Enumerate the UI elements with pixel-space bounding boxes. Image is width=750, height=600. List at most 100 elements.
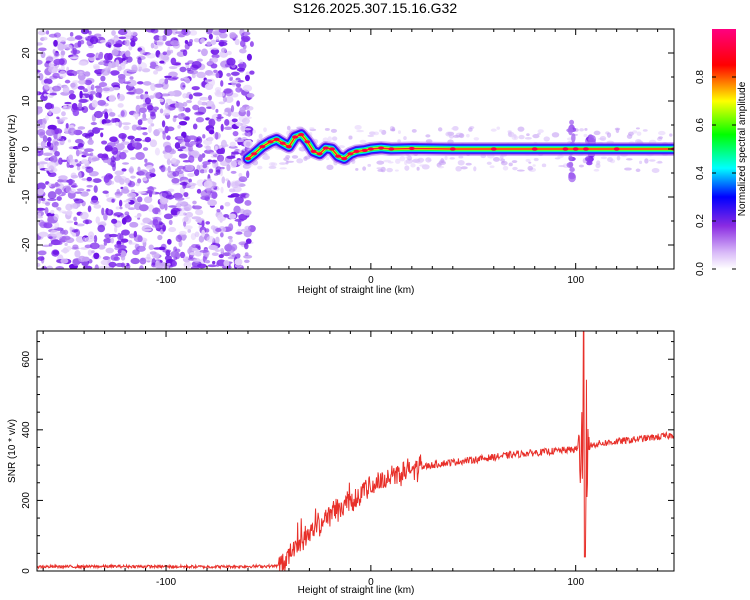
- noise-cell: [63, 44, 73, 51]
- noise-cell: [44, 168, 52, 171]
- noise-cell: [183, 225, 193, 230]
- noise-cell: [203, 139, 213, 146]
- signal-peak: [304, 140, 311, 144]
- noise-cell: [79, 90, 83, 99]
- noise-cell: [144, 97, 152, 105]
- snr-line: [37, 331, 674, 571]
- noise-cell: [127, 69, 138, 73]
- noise-cell: [153, 44, 159, 50]
- noise-cell: [78, 98, 88, 103]
- noise-cell: [144, 136, 152, 143]
- noise-cell: [67, 139, 72, 143]
- noise-cell: [123, 125, 130, 131]
- noise-cell: [135, 245, 146, 252]
- noise-cell: [185, 211, 194, 218]
- noise-cell: [149, 139, 158, 148]
- noise-cell: [206, 235, 215, 243]
- noise-cell: [230, 71, 240, 76]
- noise-cell: [157, 128, 164, 133]
- noise-cell: [154, 65, 163, 72]
- noise-cell: [356, 129, 364, 133]
- noise-cell: [214, 91, 225, 98]
- noise-cell: [132, 112, 140, 118]
- noise-cell: [167, 263, 171, 266]
- signal-peak: [562, 147, 569, 151]
- noise-cell: [46, 141, 52, 147]
- noise-cell: [86, 188, 91, 192]
- noise-cell: [37, 215, 44, 219]
- noise-cell: [99, 39, 107, 44]
- noise-cell: [170, 57, 177, 65]
- noise-cell: [68, 178, 73, 186]
- noise-cell: [189, 182, 193, 185]
- noise-cell: [87, 249, 93, 256]
- noise-cell: [74, 35, 83, 40]
- noise-cell: [206, 187, 211, 196]
- noise-cell: [507, 131, 515, 138]
- noise-cell: [279, 167, 288, 170]
- noise-cell: [642, 129, 648, 132]
- noise-cell: [236, 100, 240, 107]
- noise-cell: [66, 220, 74, 224]
- noise-cell: [67, 73, 75, 76]
- noise-cell: [115, 194, 121, 199]
- noise-cell: [184, 62, 190, 65]
- noise-cell: [238, 213, 248, 221]
- noise-cell: [56, 36, 67, 43]
- noise-cell: [166, 50, 171, 56]
- noise-cell: [209, 129, 215, 135]
- noise-cell: [164, 102, 169, 110]
- signal-peak: [298, 133, 305, 137]
- noise-cell: [165, 259, 173, 263]
- noise-cell: [100, 259, 109, 265]
- noise-cell: [73, 216, 78, 221]
- noise-cell: [92, 178, 102, 183]
- noise-cell: [67, 155, 74, 164]
- noise-cell: [191, 86, 200, 91]
- noise-cell: [245, 238, 252, 244]
- noise-cell: [37, 142, 41, 146]
- noise-cell: [211, 53, 220, 59]
- noise-cell: [399, 155, 406, 162]
- spectrogram-xlabel: Height of straight line (km): [298, 285, 415, 296]
- noise-cell: [103, 159, 111, 163]
- noise-cell: [244, 200, 252, 206]
- noise-cell: [309, 127, 315, 130]
- noise-cell: [558, 165, 566, 168]
- noise-cell: [94, 264, 99, 269]
- noise-cell: [115, 59, 120, 68]
- noise-cell: [127, 79, 137, 87]
- noise-cell: [153, 106, 159, 111]
- noise-cell: [91, 250, 95, 254]
- noise-cell: [237, 63, 245, 68]
- noise-cell: [184, 40, 189, 44]
- noise-cell: [144, 94, 148, 98]
- noise-cell: [75, 149, 80, 157]
- noise-cell: [90, 199, 100, 205]
- noise-cell: [249, 41, 254, 48]
- noise-cell: [45, 202, 51, 206]
- noise-cell: [231, 111, 241, 118]
- noise-cell: [517, 126, 525, 132]
- signal-peak: [367, 147, 374, 151]
- noise-cell: [185, 164, 194, 172]
- noise-cell: [55, 241, 63, 245]
- noise-cell: [103, 213, 108, 221]
- noise-cell: [83, 148, 94, 153]
- noise-cell: [524, 136, 532, 140]
- noise-cell: [43, 222, 53, 229]
- noise-cell: [41, 197, 46, 202]
- noise-cell: [148, 191, 153, 198]
- noise-cell: [137, 119, 143, 126]
- noise-cell: [242, 84, 253, 92]
- snr-ytick-label: 400: [21, 421, 32, 438]
- noise-cell: [493, 157, 501, 162]
- spike-cell: [566, 162, 574, 169]
- noise-cell: [437, 165, 445, 169]
- noise-cell: [133, 230, 138, 238]
- noise-cell: [187, 135, 197, 140]
- noise-cell: [188, 145, 193, 152]
- signal-peak: [279, 141, 286, 145]
- noise-cell: [130, 175, 136, 179]
- noise-cell: [153, 92, 161, 99]
